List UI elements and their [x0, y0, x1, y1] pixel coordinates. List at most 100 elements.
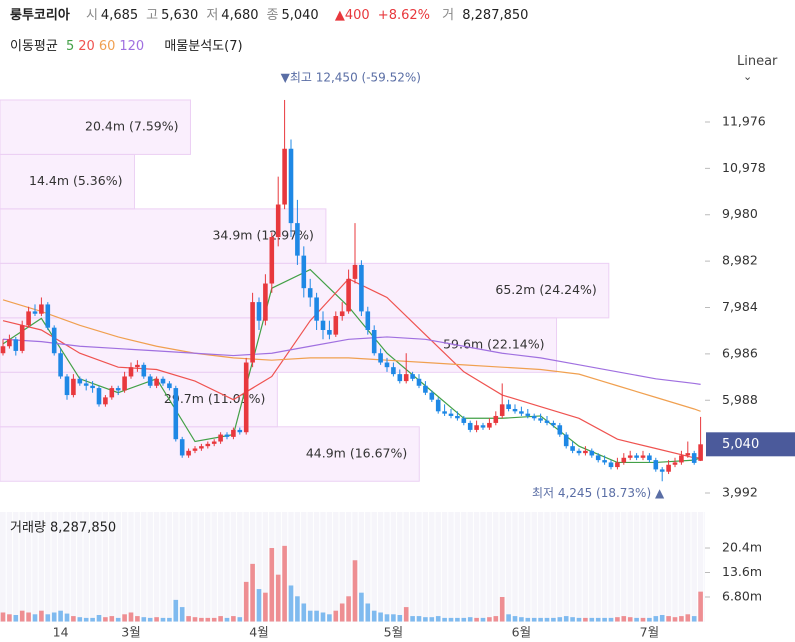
- candle-body: [77, 378, 83, 384]
- candle-body: [231, 429, 236, 437]
- candle-body: [307, 288, 313, 298]
- volume-bar: [583, 617, 588, 622]
- profile-bar: [0, 153, 135, 210]
- profile-bar: [0, 426, 420, 482]
- candle-body: [26, 311, 31, 326]
- candle-body: [538, 418, 543, 421]
- candle-body: [288, 148, 294, 224]
- candle-body: [282, 148, 287, 205]
- low-annotation: 최저 4,245 (18.73%) ▲: [532, 486, 665, 500]
- volume-bar: [77, 617, 83, 622]
- x-tick-label: 3월: [121, 625, 140, 640]
- volume-bar: [339, 603, 345, 622]
- volume-bar: [615, 617, 620, 622]
- ma-legend-entry: 20: [78, 39, 95, 54]
- volume-bar: [544, 617, 550, 622]
- volume-bar: [659, 615, 665, 622]
- volume-bar: [531, 617, 537, 622]
- candle-body: [7, 339, 12, 347]
- ma-title[interactable]: 이동평균: [10, 39, 58, 54]
- volume-bar: [435, 616, 441, 622]
- volume-bar: [243, 581, 249, 622]
- volume-bar: [608, 617, 614, 622]
- candle-body: [685, 453, 691, 456]
- volume-bar: [442, 617, 447, 622]
- ma-line: [2, 299, 701, 412]
- candle-body: [679, 455, 684, 463]
- candle-body: [416, 378, 422, 386]
- candle-body: [570, 446, 575, 451]
- profile-bar: [0, 371, 278, 428]
- candle-body: [359, 264, 364, 312]
- volume-bar: [403, 607, 409, 622]
- quote-values: 시 4,685 고 5,630 저 4,680 종 5,040: [86, 8, 327, 23]
- volume-tick-label: 20.4m: [722, 540, 762, 555]
- volume-bar: [269, 548, 275, 622]
- candle-body: [103, 397, 108, 405]
- volume-bar: [263, 592, 268, 622]
- volume-bar: [0, 612, 6, 622]
- candle-body: [256, 302, 262, 321]
- ma-line: [2, 336, 701, 385]
- candle-body: [403, 374, 409, 382]
- controls: 이동평균 5 20 60 120 매물분석도(7): [10, 35, 247, 54]
- volume-bar: [691, 616, 697, 622]
- volume-bar: [7, 614, 12, 622]
- volume-bar: [58, 610, 63, 622]
- candle-body: [365, 311, 371, 330]
- candle-body: [109, 388, 115, 398]
- scale-toggle[interactable]: Linear ⌄: [737, 54, 795, 84]
- volume-bar: [455, 617, 460, 622]
- current-price-tag: [706, 432, 795, 457]
- volume-bar: [32, 614, 38, 622]
- y-tick-label: 8,982: [722, 253, 758, 268]
- volume-bar: [416, 616, 422, 622]
- candle-body: [141, 364, 147, 377]
- volume-bar: [19, 610, 25, 622]
- volume-bar: [13, 615, 19, 622]
- candle-body: [263, 283, 268, 321]
- volume-bar: [115, 617, 121, 622]
- candle-body: [615, 462, 620, 468]
- volume-bar: [224, 617, 230, 622]
- x-tick-label: 7월: [640, 625, 659, 640]
- high-annotation: ▼최고 12,450 (-59.52%): [281, 70, 421, 84]
- volume-bar: [231, 616, 236, 622]
- change-pct: +8.62%: [377, 8, 430, 23]
- ma-legend-entry: 60: [98, 39, 116, 54]
- volume-bar: [448, 617, 454, 622]
- candle-body: [589, 450, 595, 456]
- volume-bar: [647, 617, 652, 622]
- volume-bar: [179, 607, 185, 622]
- candle-body: [275, 204, 281, 238]
- candle-body: [64, 376, 70, 396]
- profile-label: 44.9m (16.67%): [306, 446, 407, 461]
- volume-bar: [199, 617, 204, 622]
- candle-body: [525, 413, 531, 416]
- volume-bar: [499, 597, 505, 622]
- volume-bar: [282, 545, 287, 622]
- volume-bar: [301, 603, 307, 622]
- candle-body: [45, 304, 51, 328]
- candle-body: [621, 457, 627, 463]
- volume-bar: [275, 574, 281, 622]
- volume-bar: [570, 617, 575, 622]
- candle-body: [250, 302, 255, 363]
- candle-body: [333, 316, 339, 335]
- candle-body: [122, 376, 127, 391]
- volume-bar: [333, 610, 339, 622]
- scale-label: Linear: [737, 54, 778, 69]
- candle-body: [295, 223, 300, 256]
- volume-bar: [160, 617, 166, 622]
- candle-body: [352, 264, 358, 279]
- profile-title[interactable]: 매물분석도(7): [164, 39, 243, 54]
- volume-bar: [371, 610, 377, 622]
- volume-value: 8,287,850: [462, 8, 529, 23]
- candle-body: [691, 453, 697, 463]
- candle-body: [320, 320, 326, 330]
- ma-legend-entry: 120: [119, 39, 145, 54]
- y-tick-label: 7,984: [722, 299, 758, 314]
- candle-body: [314, 297, 319, 321]
- candle-body: [0, 346, 6, 354]
- volume-bar: [627, 617, 633, 622]
